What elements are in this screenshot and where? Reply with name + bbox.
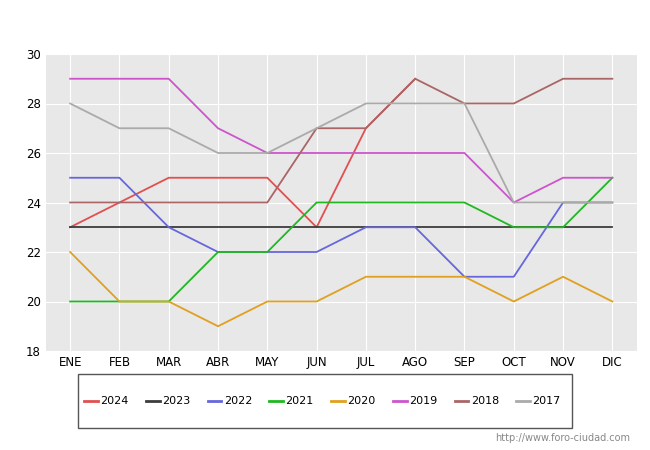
Text: 2021: 2021	[285, 396, 314, 405]
Text: 2018: 2018	[471, 396, 499, 405]
Text: 2024: 2024	[100, 396, 129, 405]
Text: 2023: 2023	[162, 396, 190, 405]
Text: Afiliados en Tarroja de Segarra a 31/8/2024: Afiliados en Tarroja de Segarra a 31/8/2…	[151, 15, 499, 30]
Text: 2022: 2022	[224, 396, 252, 405]
Text: http://www.foro-ciudad.com: http://www.foro-ciudad.com	[495, 433, 630, 443]
Text: 2019: 2019	[409, 396, 437, 405]
FancyBboxPatch shape	[78, 374, 572, 428]
Text: 2017: 2017	[532, 396, 561, 405]
Text: 2020: 2020	[347, 396, 376, 405]
